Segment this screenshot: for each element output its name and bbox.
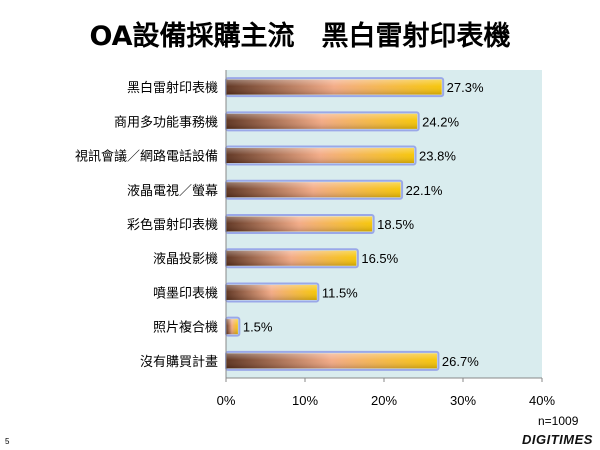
bar-shine (226, 353, 437, 369)
digitimes-logo: DIGITIMES (522, 432, 593, 447)
category-label: 液晶投影機 (153, 251, 218, 267)
bar-series (225, 77, 445, 371)
x-tick-label: 30% (450, 393, 476, 408)
value-label: 18.5% (377, 217, 414, 232)
value-label: 22.1% (406, 183, 443, 198)
bar-7 (225, 282, 320, 303)
x-tick-label: 10% (292, 393, 318, 408)
value-label: 24.2% (422, 114, 459, 129)
bar-3 (225, 145, 417, 166)
category-label: 照片複合機 (153, 320, 218, 336)
sample-size-note: n=1009 (538, 414, 579, 428)
bar-shine (226, 216, 373, 232)
x-tick-label: 0% (217, 393, 236, 408)
value-label: 16.5% (361, 251, 398, 266)
x-tick-label: 20% (371, 393, 397, 408)
value-label: 11.5% (322, 285, 358, 300)
bar-shine (226, 182, 401, 198)
category-label: 黑白雷射印表機 (127, 80, 218, 96)
bar-shine (226, 284, 317, 300)
bar-9 (225, 350, 440, 371)
bar-shine (226, 79, 442, 95)
bar-2 (225, 111, 420, 132)
category-label: 液晶電視／螢幕 (127, 184, 218, 199)
bar-shine (226, 148, 415, 164)
slide-title: OA設備採購主流 黑白雷射印表機 (89, 21, 511, 52)
bar-1 (225, 77, 445, 98)
x-axis: 0% 10% 20% 30% 40% (217, 70, 555, 408)
bar-6 (225, 248, 359, 269)
value-label: 26.7% (442, 354, 479, 369)
value-label: 1.5% (243, 320, 273, 335)
category-label: 視訊會議／網路電話設備 (75, 149, 218, 165)
bar-shine (226, 319, 238, 335)
bar-5 (225, 214, 375, 234)
category-label: 噴墨印表機 (153, 286, 218, 301)
bar-8 (225, 316, 241, 337)
x-tick-label: 40% (529, 393, 555, 408)
value-label: 23.8% (419, 149, 456, 164)
category-label: 沒有購買計畫 (140, 354, 218, 370)
value-label: 27.3% (447, 80, 484, 95)
bar-4 (225, 179, 404, 200)
bar-shine (226, 250, 357, 266)
category-labels: 黑白雷射印表機商用多功能事務機視訊會議／網路電話設備液晶電視／螢幕彩色雷射印表機… (75, 80, 218, 370)
value-labels: 27.3% 24.2% 23.8% 22.1% 18.5% 16.5% 11.5% 1.5% 2… (243, 80, 484, 369)
category-label: 彩色雷射印表機 (127, 217, 218, 233)
slide-number: 5 (5, 437, 10, 446)
category-label: 商用多功能事務機 (114, 114, 218, 130)
brand-text: DIGITIMES (522, 432, 593, 447)
bar-shine (226, 113, 418, 129)
